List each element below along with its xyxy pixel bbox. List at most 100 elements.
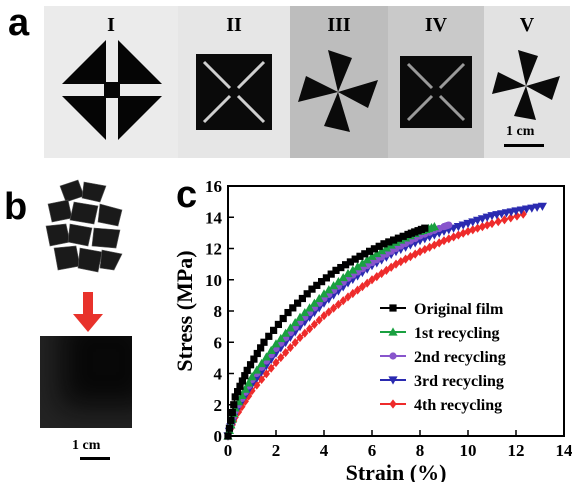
x-tick-label: 2 (272, 441, 281, 460)
panel-a-letter: a (8, 2, 30, 44)
series-point (266, 345, 276, 354)
folded-film-shape (196, 54, 272, 130)
stage-5-label: V (519, 14, 535, 36)
legend-marker (389, 304, 397, 312)
series-point (402, 254, 410, 264)
series-point (241, 396, 249, 406)
series-point (294, 299, 302, 307)
series-point (240, 384, 250, 393)
panel-b-letter: b (4, 186, 28, 228)
series-point (252, 365, 262, 374)
series-point (416, 247, 424, 257)
series-point (320, 311, 328, 321)
series-point (372, 248, 382, 258)
panel-a-scale-label: 1 cm (506, 124, 535, 139)
recycled-film-photo (40, 336, 132, 428)
series-point (406, 252, 414, 262)
series-point (313, 281, 321, 289)
series-point (348, 265, 358, 274)
series-point (356, 252, 364, 260)
series-point (228, 408, 236, 417)
series-point (315, 315, 323, 325)
series-point (397, 257, 405, 267)
series-point (377, 246, 387, 255)
pinwheel-shape-5 (492, 50, 560, 120)
series-point (327, 270, 335, 278)
series-point (339, 296, 347, 306)
series-point (243, 366, 251, 374)
series-point (426, 242, 434, 252)
series-point (390, 236, 398, 244)
series-point (385, 238, 393, 246)
series-point (319, 289, 329, 298)
series-point (358, 282, 366, 292)
series-point (370, 245, 378, 253)
series-point (253, 349, 261, 358)
stage-1-cell: I (44, 6, 178, 158)
series-point (289, 304, 297, 312)
series-point (298, 294, 306, 303)
shredded-film-pieces (45, 179, 123, 273)
series-point (399, 232, 407, 240)
series-point (392, 259, 400, 269)
series-point (237, 390, 247, 399)
y-tick-label: 2 (214, 396, 223, 415)
legend-label: 1st recycling (414, 325, 499, 342)
series-point (248, 386, 256, 396)
series-point (241, 372, 249, 380)
series-point (343, 268, 353, 278)
series-point (332, 266, 340, 274)
stage-2-label: II (226, 14, 242, 36)
legend-label: 3rd recycling (414, 373, 504, 390)
series-point (277, 352, 285, 363)
series-point (284, 308, 292, 317)
series-point (450, 232, 458, 242)
series-point (270, 326, 278, 334)
refolded-film-shape (400, 56, 472, 128)
series-point (527, 204, 537, 213)
series-point (296, 332, 304, 343)
panel-b-scale-label: 1 cm (72, 438, 101, 453)
stage-3-cell: III (290, 6, 388, 158)
series-point (430, 240, 438, 250)
series-point (260, 338, 268, 346)
series-point (367, 251, 377, 260)
series-point (435, 238, 443, 248)
series-point (295, 312, 305, 321)
series-point (429, 222, 439, 231)
series-point (230, 401, 238, 409)
series-point (224, 432, 232, 440)
series-point (474, 223, 482, 233)
flat-cut-film-shape (62, 40, 162, 140)
down-arrow-icon (73, 292, 103, 332)
y-tick-label: 4 (214, 365, 223, 384)
series-point (380, 240, 388, 248)
panel-b-scale-bar (80, 457, 110, 460)
series-point (281, 328, 291, 337)
series-point (445, 221, 453, 229)
series-point (354, 285, 362, 295)
series-point (324, 285, 334, 294)
series-point (351, 255, 359, 263)
series-point (478, 222, 486, 232)
x-tick-label: 8 (416, 441, 425, 460)
series-point (362, 255, 372, 264)
x-tick-label: 10 (460, 441, 477, 460)
y-tick-label: 8 (214, 302, 223, 321)
series-point (329, 281, 339, 290)
series-point (325, 307, 333, 317)
panel-c-letter: c (176, 174, 198, 216)
y-tick-label: 12 (205, 240, 222, 259)
legend-marker (389, 352, 397, 360)
series-point (285, 323, 295, 332)
stage-3-label: III (327, 14, 351, 36)
series-point (314, 293, 324, 303)
series-point (261, 352, 271, 361)
x-tick-label: 12 (508, 441, 525, 460)
series-point (257, 344, 265, 352)
series-point (368, 275, 376, 285)
legend-label: Original film (414, 301, 504, 318)
series-point (521, 205, 532, 214)
stress-strain-chart: 0 2 4 6 8 10 12 14 0 2 4 6 8 10 12 14 16 Strain (%) Stress… (172, 177, 572, 482)
y-tick-label: 14 (205, 208, 223, 227)
